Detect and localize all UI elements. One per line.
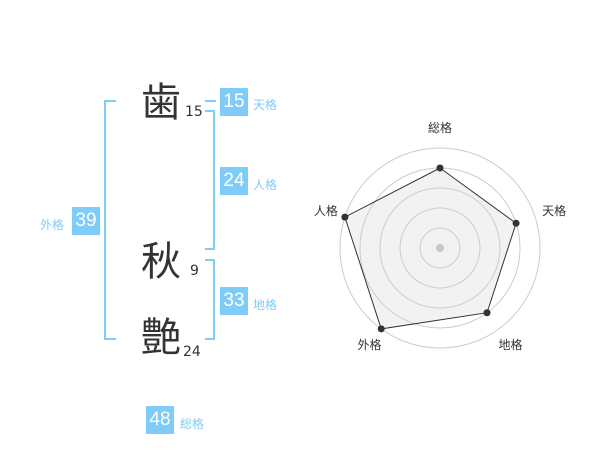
tenkaku-value: 15 (220, 88, 248, 116)
name-char-3: 艶 (141, 315, 181, 361)
radar-axis-label: 外格 (357, 337, 381, 352)
chikaku-value: 33 (220, 287, 248, 315)
gaikaku-value: 39 (72, 207, 100, 235)
radar-axis-label: 天格 (542, 203, 566, 218)
radar-center (436, 244, 444, 252)
radar-ring (419, 227, 461, 269)
radar-point (436, 164, 444, 172)
radar-ring (339, 147, 541, 349)
radar-axis-label: 地格 (499, 337, 523, 352)
radar-ring (399, 207, 481, 289)
jinkaku-value: 24 (220, 167, 248, 195)
radar-axis-label: 総格 (428, 120, 452, 135)
radar-outline (344, 167, 517, 330)
name-char-1: 歯 (141, 80, 181, 126)
radar-point (512, 219, 520, 227)
radar-axis-label: 人格 (314, 203, 338, 218)
gaikaku-label: 外格 (40, 218, 65, 232)
soukaku-label: 総格 (180, 417, 205, 431)
radar-point (341, 213, 349, 221)
soukaku-value: 48 (146, 406, 174, 434)
radar-point (377, 325, 385, 333)
name-char-2: 秋 (141, 239, 181, 285)
tenkaku-bracket (205, 100, 216, 102)
jinkaku-label: 人格 (253, 178, 278, 192)
radar-area (344, 168, 517, 329)
tenkaku-label: 天格 (253, 98, 278, 112)
radar-point (483, 309, 491, 317)
chikaku-label: 地格 (253, 298, 278, 312)
radar-ring (379, 187, 501, 309)
stroke-count-2: 9 (190, 263, 199, 279)
stroke-count-1: 15 (185, 104, 203, 120)
stroke-count-3: 24 (183, 344, 201, 360)
